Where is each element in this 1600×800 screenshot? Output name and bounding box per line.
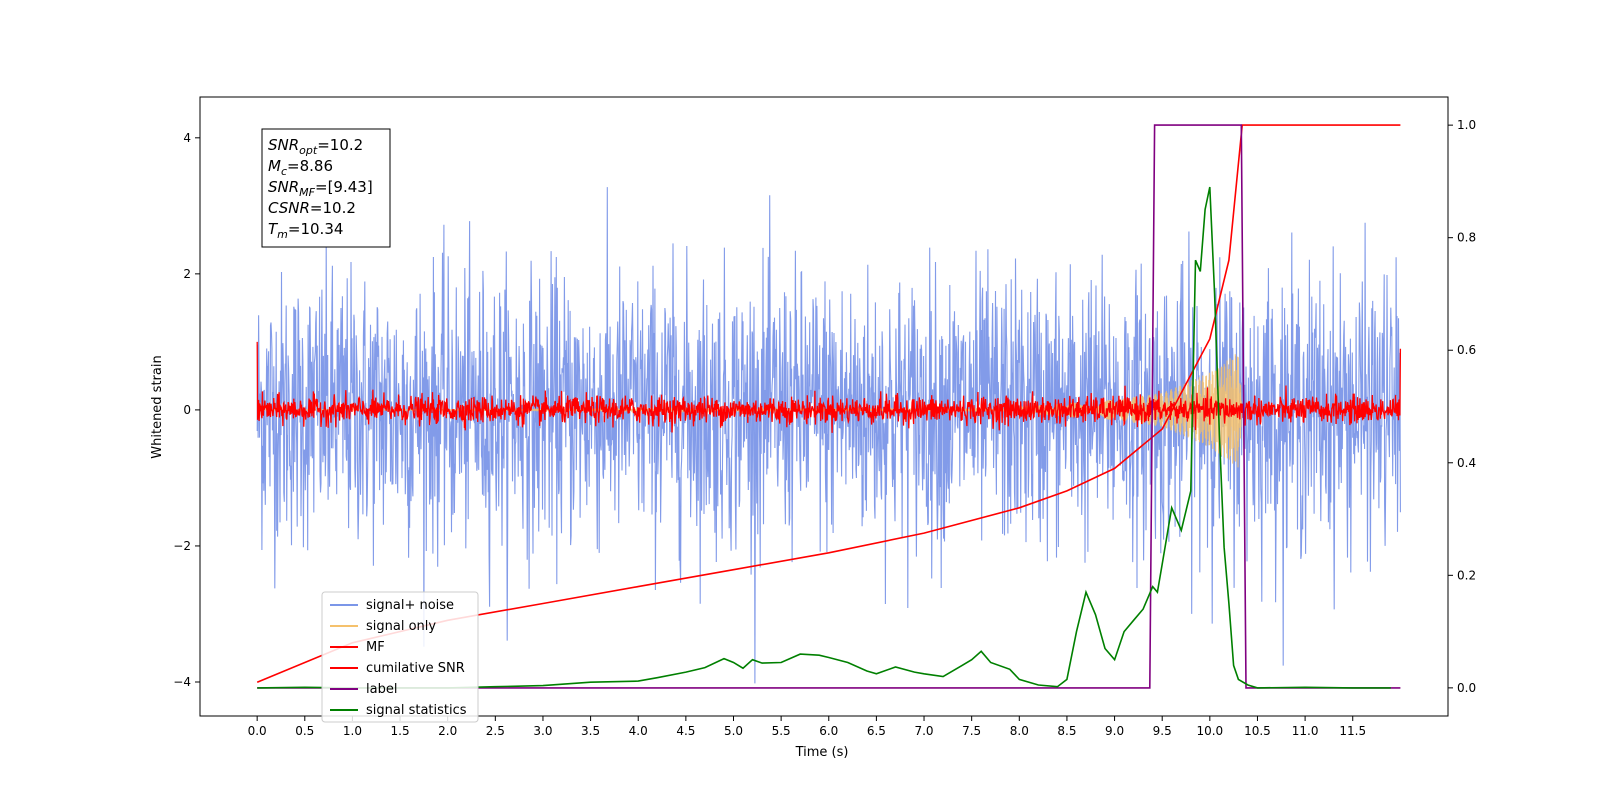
info-csnr: CSNR=10.2	[268, 199, 356, 217]
series-mf	[256, 341, 1402, 433]
x-axis: 0.0 0.5 1.0 1.5 2.0 2.5 3.0 3.5 4.0 4.5 5.0 5.5 6.0 6…	[248, 716, 1366, 738]
info-tm: Tm=10.34	[268, 220, 343, 241]
x-tick-label: 6.5	[867, 724, 886, 738]
y-tick-label: 0	[183, 403, 191, 417]
x-axis-label: Time (s)	[795, 745, 849, 760]
series-signal-statistics	[257, 186, 1391, 689]
legend-entry: cumilative SNR	[366, 661, 465, 676]
series-signal-noise	[256, 187, 1401, 684]
x-tick-label: 7.0	[914, 724, 933, 738]
y2-tick-label: 1.0	[1457, 118, 1476, 132]
x-tick-label: 3.5	[581, 724, 600, 738]
x-tick-label: 5.5	[772, 724, 791, 738]
x-tick-label: 11.5	[1339, 724, 1366, 738]
x-tick-label: 5.0	[724, 724, 743, 738]
x-tick-label: 1.0	[343, 724, 362, 738]
x-tick-label: 8.5	[1057, 724, 1076, 738]
x-tick-label: 7.5	[962, 724, 981, 738]
y-tick-label: −2	[173, 539, 191, 553]
y-axis-label: Whitened strain	[150, 355, 165, 458]
x-tick-label: 2.0	[438, 724, 457, 738]
series-layer	[256, 124, 1402, 689]
legend-entry: label	[366, 682, 397, 697]
y-tick-label: 4	[183, 131, 191, 145]
x-tick-label: 11.0	[1292, 724, 1319, 738]
x-tick-label: 4.5	[676, 724, 695, 738]
legend-entry: MF	[366, 640, 385, 655]
x-tick-label: 4.0	[629, 724, 648, 738]
info-snr-mf: SNRMF=[9.43]	[268, 178, 373, 199]
y2-tick-label: 0.0	[1457, 681, 1476, 695]
y-axis-right: 0.0 0.2 0.4 0.6 0.8 1.0	[1448, 118, 1476, 695]
y-axis-left: −4 −2 0 2 4	[173, 131, 200, 689]
legend-entry: signal+ noise	[366, 598, 454, 613]
x-tick-label: 0.0	[248, 724, 267, 738]
x-tick-label: 10.0	[1196, 724, 1223, 738]
x-tick-label: 2.5	[486, 724, 505, 738]
info-snr-opt: SNRopt=10.2	[268, 136, 363, 157]
y2-tick-label: 0.6	[1457, 343, 1476, 357]
info-box-frame	[261, 128, 391, 248]
y-tick-label: 2	[183, 267, 191, 281]
x-tick-label: 9.5	[1153, 724, 1172, 738]
y-tick-label: −4	[173, 675, 191, 689]
legend-entry: signal statistics	[366, 703, 467, 718]
plot-frame	[199, 96, 1449, 717]
series-cumulative-snr	[256, 124, 1401, 683]
x-tick-label: 1.5	[391, 724, 410, 738]
x-tick-label: 10.5	[1244, 724, 1271, 738]
y2-tick-label: 0.2	[1457, 568, 1476, 582]
x-tick-label: 3.0	[533, 724, 552, 738]
x-tick-label: 9.0	[1105, 724, 1124, 738]
x-tick-label: 0.5	[295, 724, 314, 738]
legend-entry: signal only	[366, 619, 436, 634]
x-tick-label: 8.0	[1010, 724, 1029, 738]
legend-frame	[321, 591, 479, 723]
y2-tick-label: 0.4	[1457, 456, 1476, 470]
info-box: SNRopt=10.2 Mc=8.86 SNRMF=[9.43] CSNR=10…	[261, 128, 391, 248]
x-tick-label: 6.0	[819, 724, 838, 738]
y2-tick-label: 0.8	[1457, 231, 1476, 245]
info-mc: Mc=8.86	[268, 157, 333, 178]
legend: signal+ noise signal only MF cumilative SNR…	[321, 591, 479, 723]
